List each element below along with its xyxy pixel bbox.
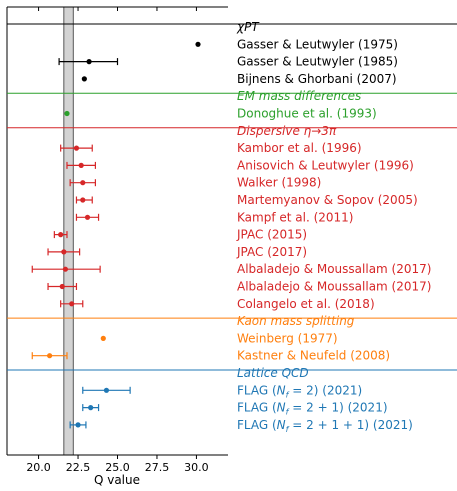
point-label: Donoghue et al. (1993) <box>237 107 377 121</box>
point-label: Kastner & Neufeld (2008) <box>237 349 390 363</box>
point-label: Bijnens & Ghorbani (2007) <box>237 72 397 86</box>
x-tick-label: 30.0 <box>184 461 209 474</box>
data-point <box>100 335 106 341</box>
x-tick-label: 27.5 <box>145 461 170 474</box>
point-label: FLAG (Nf = 2 + 1 + 1) (2021) <box>237 418 413 434</box>
group-header: Kaon mass splitting <box>237 314 355 328</box>
data-point <box>47 353 53 359</box>
group-header: Dispersive η→3π <box>237 124 337 138</box>
data-point <box>86 59 92 65</box>
data-point <box>103 387 110 393</box>
x-tick-label: 25.0 <box>105 461 130 474</box>
plot-area: 20.0 22.5 25.0 27.5 30.0 χPT Gasser & Leutwyle… <box>6 6 457 474</box>
data-point <box>84 214 91 220</box>
data-point <box>73 145 80 151</box>
group-header: χPT <box>236 20 260 34</box>
data-point <box>81 76 87 82</box>
data-point <box>80 180 86 186</box>
data-point <box>58 232 64 238</box>
point-label: Albaladejo & Moussallam (2017) <box>237 280 431 294</box>
point-label: JPAC (2017) <box>236 245 307 259</box>
point-label: Gasser & Leutwyler (1975) <box>237 37 398 51</box>
point-label: Kampf et al. (2011) <box>237 210 353 224</box>
point-label: JPAC (2015) <box>236 228 307 242</box>
data-point <box>195 41 201 47</box>
data-point <box>78 162 84 168</box>
point-label: Walker (1998) <box>237 176 321 190</box>
x-tick-label: 22.5 <box>66 461 91 474</box>
point-label: FLAG (Nf = 2) (2021) <box>237 383 362 399</box>
point-label: Anisovich & Leutwyler (1996) <box>237 158 414 172</box>
point-label: Albaladejo & Moussallam (2017) <box>237 262 431 276</box>
group-header: Lattice QCD <box>237 366 309 380</box>
data-point <box>61 249 67 255</box>
data-point <box>64 110 70 117</box>
data-point <box>62 266 69 272</box>
data-point <box>75 422 81 428</box>
data-point <box>88 405 94 411</box>
point-label: FLAG (Nf = 2 + 1) (2021) <box>237 401 388 417</box>
data-point <box>80 197 86 203</box>
uncertainty-band <box>63 7 74 455</box>
point-label: Martemyanov & Sopov (2005) <box>237 193 418 207</box>
x-tick-label: 20.0 <box>26 461 51 474</box>
point-label: Weinberg (1977) <box>237 331 338 345</box>
group-header: EM mass differences <box>237 89 361 103</box>
data-point <box>69 301 75 307</box>
data-point <box>59 283 65 290</box>
point-label: Colangelo et al. (2018) <box>237 297 375 311</box>
point-label: Gasser & Leutwyler (1985) <box>237 55 398 69</box>
point-label: Kambor et al. (1996) <box>237 141 362 155</box>
x-axis-label: Q value <box>94 473 140 487</box>
